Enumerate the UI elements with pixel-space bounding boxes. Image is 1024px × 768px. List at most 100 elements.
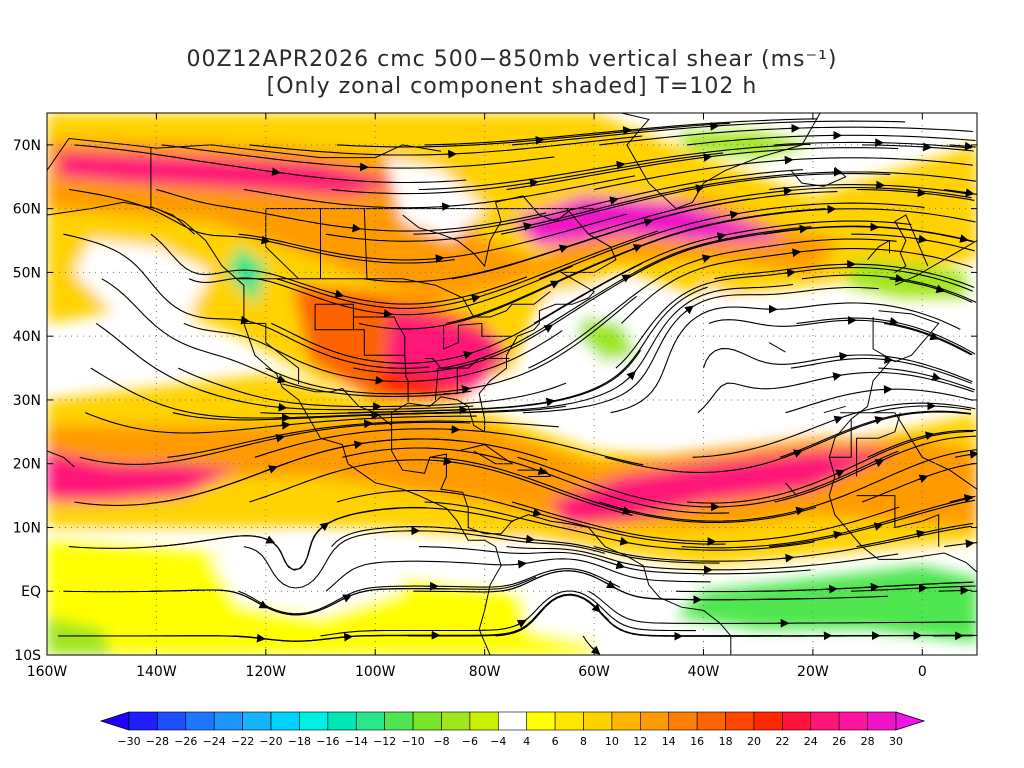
colorbar-label: 26 [832,735,846,748]
colorbar-label: −24 [203,735,226,748]
colorbar-swatch [753,711,783,731]
y-tick-label: 50N [13,265,41,281]
colorbar-swatch [384,711,414,731]
colorbar-label: 30 [889,735,903,748]
colorbar-label: −22 [231,735,254,748]
colorbar-swatch [810,711,840,731]
streamline [599,449,977,522]
shade-atlantic-green [577,317,638,362]
map-title-line-2: [Only zonal component shaded] T=102 h [266,74,758,99]
streamline-arrow [642,218,654,227]
coastline-iberia [872,310,940,363]
colorbar-label: −26 [174,735,197,748]
x-tick-label: 80W [469,664,501,680]
streamline [851,233,975,252]
colorbar-label: −20 [259,735,282,748]
colorbar-swatch [213,711,243,731]
colorbar-swatch [299,711,329,731]
y-tick-label: 60N [13,202,41,218]
x-tick-label: 160W [27,664,68,680]
streamline-arrow [963,188,975,197]
streamline-arrow [373,375,385,385]
border-canada-sk-mb [363,208,368,279]
y-tick-label: 70N [13,138,41,154]
coastline-ireland [867,239,890,261]
streamline-arrow [279,420,291,430]
streamline-arrow [832,415,844,425]
streamline-arrow [269,167,281,177]
streamline-arrow [533,135,545,145]
colorbar-label: 4 [523,735,530,748]
streamline-arrow [837,351,849,361]
x-tick-label: 140W [136,664,177,680]
streamline-arrow [516,619,527,628]
coastlines [47,113,977,655]
border-africa-4 [856,412,901,477]
streamline-arrow [531,508,542,517]
streamline-arrow [781,186,793,196]
streamline-arrow [527,178,539,188]
streamline [801,274,977,303]
streamline-arrow [516,559,527,569]
streamline-arrow [700,254,712,263]
colorbar-label: −6 [462,735,478,748]
colorbar-label: −30 [117,735,140,748]
coastline-hawaii [47,450,75,468]
streamline-arrow [632,244,643,253]
streamline-arrow [831,372,843,381]
coastline-north-america-east [391,208,617,433]
streamline-arrow [524,534,536,544]
colorbar-swatch [157,711,187,731]
border-states-midwest [443,322,512,350]
streamline [681,497,973,549]
border-states-wy [314,303,354,331]
streamline-arrow [728,210,740,220]
colorbar-label: −16 [316,735,339,748]
shear-shading [47,113,977,655]
streamline-arrow [352,440,364,450]
streamline-arrow [794,506,806,516]
streamline [604,411,971,474]
streamline-arrow [439,202,451,212]
coastline-canaries [823,405,846,414]
streamline-arrow [381,309,393,318]
colorbar-swatch [696,711,726,731]
streamline [702,348,973,383]
streamline-arrow [621,274,632,283]
streamline-arrow [536,466,548,475]
streamline-arrow [957,234,969,243]
shade-gulf-red [375,368,452,400]
y-tick-label: 40N [13,329,41,345]
colorbar-label: −28 [146,735,169,748]
coastline-west-africa [828,361,977,573]
colorbar-swatch [270,711,300,731]
streamline-arrow [238,315,250,325]
coastline-arctic [47,137,441,171]
colorbar-label: −12 [373,735,396,748]
streamline-arrow [543,324,554,333]
colorbar-swatch [497,711,528,731]
streamline-arrow [872,522,884,531]
streamline [872,405,972,414]
colorbar-label: 14 [662,735,676,748]
streamline-arrow [916,234,928,244]
streamline-arrow [923,431,935,440]
streamline [615,266,974,369]
border-states-south [404,355,409,402]
shade-atlantic-core [550,451,895,528]
colorbar-swatch [242,711,272,731]
colorbar-label: −10 [401,735,424,748]
streamline-arrow [274,433,286,443]
colorbar-swatch [185,711,215,731]
streamline [878,367,976,391]
colorbar-swatch [554,711,584,731]
streamline-arrow [620,506,632,515]
coastline-cuba [457,444,514,465]
streamline-arrow [462,350,473,360]
streamline-arrow [701,153,713,162]
colorbar-over-triangle [895,711,926,731]
streamline-arrow [626,370,636,381]
streamline-arrow [917,474,929,483]
colorbar-label: 18 [719,735,733,748]
colorbar-swatch [412,711,442,731]
